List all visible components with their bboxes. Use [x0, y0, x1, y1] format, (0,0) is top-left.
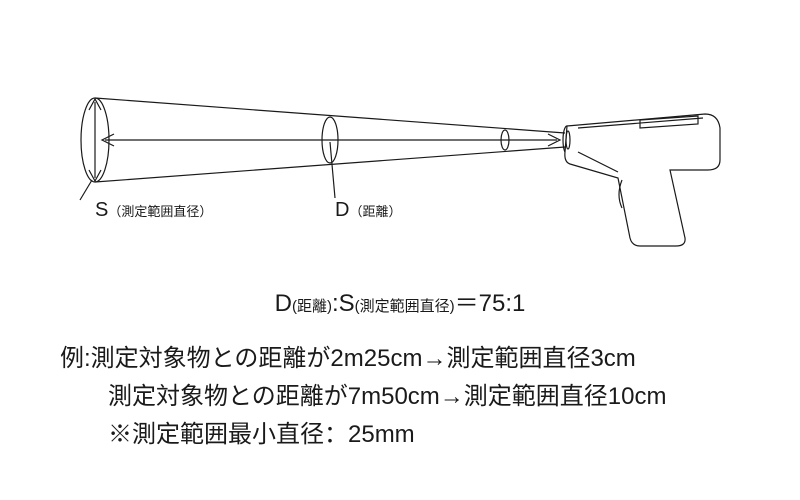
example-line-3: ※測定範囲最小直径：25mm [60, 416, 666, 454]
d-leader [330, 142, 335, 198]
cone-bottom-line [95, 147, 565, 182]
example-text-1: 測定対象物との距離が2m25cm→測定範囲直径3cm [91, 345, 636, 372]
formula-sep: : [332, 290, 339, 317]
label-S: S（測定範囲直径） [95, 199, 212, 221]
example-line-1: 例:測定対象物との距離が2m25cm→測定範囲直径3cm [60, 340, 666, 378]
formula-S-sub: (測定範囲直径) [355, 298, 455, 315]
cone-top-line [95, 98, 565, 133]
figure-container: S（測定範囲直径） D（距離） D(距離):S(測定範囲直径)＝75:1 例:測… [0, 0, 800, 500]
example-text-3: ※測定範囲最小直径：25mm [108, 421, 415, 448]
ratio-formula: D(距離):S(測定範囲直径)＝75:1 [0, 283, 800, 318]
example-block: 例:測定対象物との距離が2m25cm→測定範囲直径3cm 測定対象物との距離が7… [60, 340, 666, 454]
example-prefix: 例: [60, 345, 91, 372]
formula-D-sub: (距離) [292, 298, 332, 315]
label-D: D（距離） [335, 199, 401, 221]
formula-eq: ＝75:1 [455, 290, 526, 317]
example-text-2: 測定対象物との距離が7m50cm→測定範囲直径10cm [108, 383, 666, 410]
formula-S: S [339, 290, 355, 317]
example-line-2: 測定対象物との距離が7m50cm→測定範囲直径10cm [60, 378, 666, 416]
s-leader [80, 180, 92, 200]
thermometer-device [563, 114, 720, 246]
cone-diagram: S（測定範囲直径） D（距離） [0, 0, 800, 260]
formula-D: D [275, 290, 292, 317]
